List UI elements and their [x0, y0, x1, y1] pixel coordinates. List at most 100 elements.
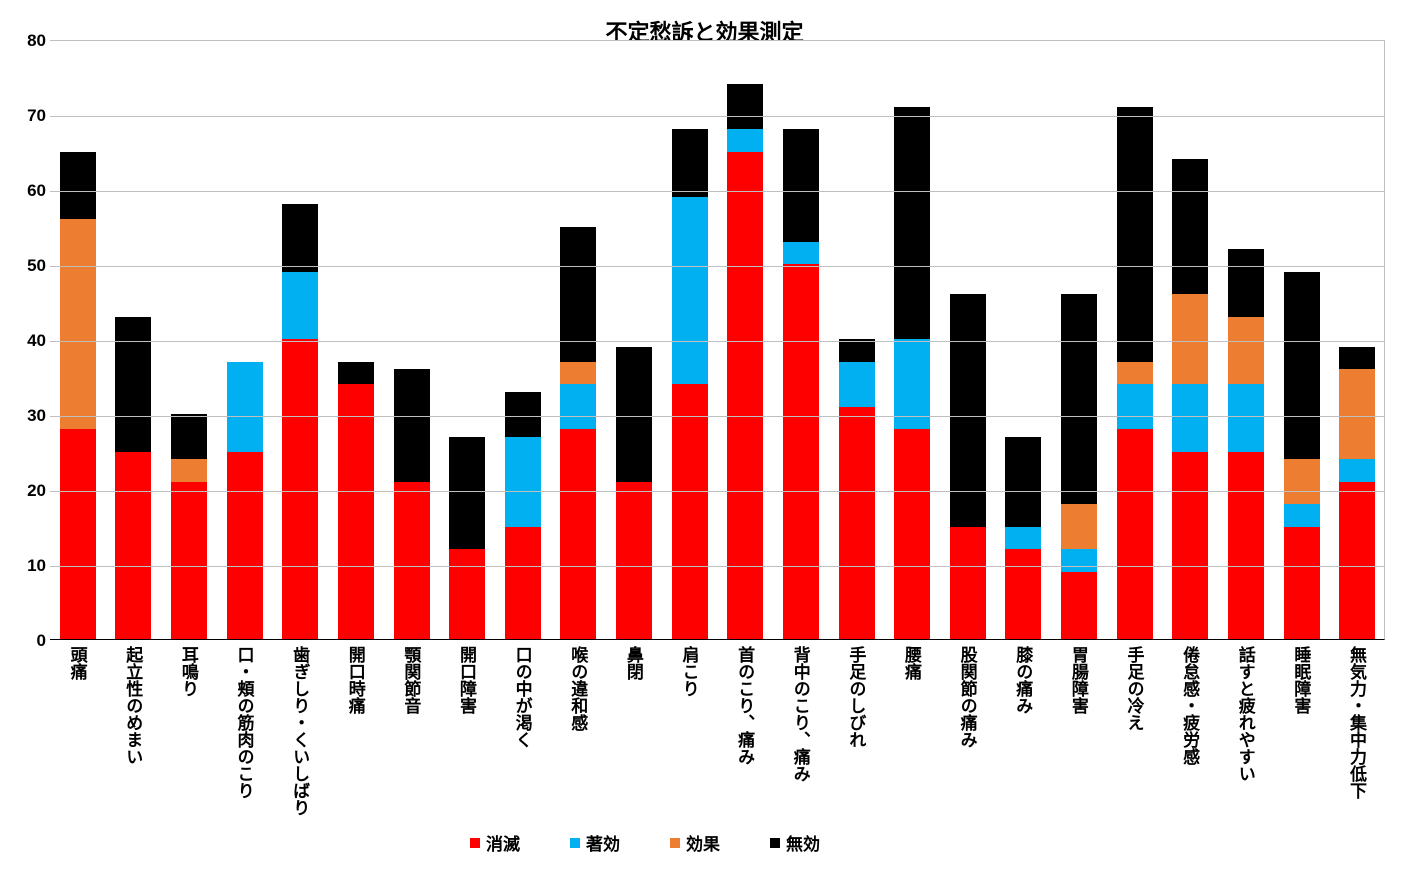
legend-item: 著効 [570, 830, 620, 855]
bar-segment [227, 362, 263, 452]
x-tick-label: 手足のしびれ [847, 646, 865, 748]
y-tick-label: 80 [27, 31, 46, 51]
y-tick-label: 20 [27, 481, 46, 501]
bar-segment [1172, 384, 1208, 452]
gridline [50, 491, 1384, 492]
gridline [50, 116, 1384, 117]
bar [282, 204, 318, 639]
legend-swatch [570, 838, 580, 848]
bar-segment [1228, 249, 1264, 317]
x-tick-label: 耳鳴り [179, 646, 197, 697]
bar [839, 339, 875, 639]
x-tick-label: 背中のこり、痛み [791, 646, 809, 782]
bar-segment [449, 437, 485, 550]
x-tick-label: 開口障害 [457, 646, 475, 714]
bar [894, 107, 930, 640]
chart-container: 不定愁訴と効果測定 期間2023.02～2024.07 n=16 0102030… [0, 0, 1409, 870]
x-tick-label: 股関節の痛み [958, 646, 976, 748]
bar-segment [1339, 369, 1375, 459]
bar-segment [894, 107, 930, 340]
x-tick-label: 手足の冷え [1125, 646, 1143, 731]
legend-swatch [770, 838, 780, 848]
bar-segment [338, 384, 374, 639]
x-tick-label: 膝の痛み [1013, 646, 1031, 714]
bar-segment [338, 362, 374, 385]
x-tick-label: 頭痛 [68, 646, 86, 680]
bar-segment [1061, 294, 1097, 504]
bar-segment [727, 129, 763, 152]
bar-segment [1284, 272, 1320, 460]
bar [394, 369, 430, 639]
legend-label: 無効 [786, 830, 820, 855]
bar-segment [1284, 459, 1320, 504]
bar-segment [227, 452, 263, 640]
x-tick-label: 歯ぎしり・くいしばり [290, 646, 308, 816]
plot-area: 01020304050607080 [50, 40, 1385, 640]
gridline [50, 416, 1384, 417]
y-tick-label: 0 [37, 631, 46, 651]
bar [338, 362, 374, 640]
legend-item: 効果 [670, 830, 720, 855]
bar [950, 294, 986, 639]
bar-segment [672, 197, 708, 385]
bar-segment [1228, 317, 1264, 385]
bar-segment [1284, 527, 1320, 640]
bar-segment [1172, 452, 1208, 640]
bar-segment [1061, 504, 1097, 549]
bar [783, 129, 819, 639]
bar-segment [171, 414, 207, 459]
bar [1172, 159, 1208, 639]
y-tick-label: 70 [27, 106, 46, 126]
bar-segment [894, 429, 930, 639]
bar-segment [1339, 459, 1375, 482]
bar-segment [1339, 347, 1375, 370]
x-tick-label: 首のこり、痛み [735, 646, 753, 765]
bar-segment [1228, 384, 1264, 452]
bar-segment [394, 369, 430, 482]
bar [449, 437, 485, 640]
bar-segment [560, 384, 596, 429]
bar-segment [282, 204, 318, 272]
x-tick-label: 顎関節音 [402, 646, 420, 714]
bar-segment [394, 482, 430, 640]
bar [115, 317, 151, 640]
bars-layer [50, 41, 1384, 639]
bar [560, 227, 596, 640]
y-tick-label: 10 [27, 556, 46, 576]
bar [616, 347, 652, 640]
bar-segment [1061, 549, 1097, 572]
bar-segment [1228, 452, 1264, 640]
bar [1117, 107, 1153, 640]
bar-segment [1061, 572, 1097, 640]
bar-segment [1172, 294, 1208, 384]
bar-segment [1005, 549, 1041, 639]
bar [227, 362, 263, 640]
bar [505, 392, 541, 640]
bar-segment [449, 549, 485, 639]
bar-segment [672, 129, 708, 197]
bar-segment [839, 407, 875, 640]
y-tick-label: 30 [27, 406, 46, 426]
bar-segment [950, 527, 986, 640]
x-tick-label: 腰痛 [902, 646, 920, 680]
bar-segment [1005, 437, 1041, 527]
x-tick-label: 起立性のめまい [123, 646, 141, 765]
bar-segment [839, 339, 875, 362]
bar-segment [115, 317, 151, 452]
bar-segment [727, 84, 763, 129]
bar-segment [616, 347, 652, 482]
gridline [50, 566, 1384, 567]
bar-segment [1284, 504, 1320, 527]
bar [1005, 437, 1041, 640]
bar-segment [560, 429, 596, 639]
gridline [50, 341, 1384, 342]
bar-segment [783, 264, 819, 639]
bar [727, 84, 763, 639]
x-tick-label: 口・頬の筋肉のこり [235, 646, 253, 799]
bar-segment [1117, 107, 1153, 362]
legend-label: 消滅 [486, 830, 520, 855]
bar-segment [171, 482, 207, 640]
bar-segment [783, 242, 819, 265]
bar-segment [505, 392, 541, 437]
y-tick-label: 40 [27, 331, 46, 351]
